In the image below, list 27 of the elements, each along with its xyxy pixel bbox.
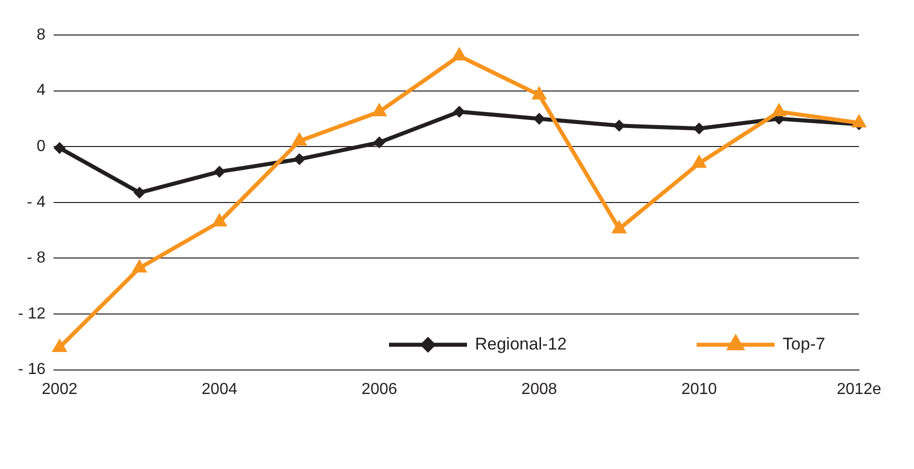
point — [533, 112, 546, 125]
point — [212, 212, 228, 226]
point — [373, 136, 386, 148]
legend-label: Regional-12 — [475, 334, 567, 354]
legend-label: Top-7 — [782, 334, 826, 354]
point — [52, 338, 68, 352]
x-tick-label: 2004 — [202, 380, 238, 398]
point — [213, 166, 226, 178]
point — [132, 258, 148, 272]
x-tick-label: 2012e — [836, 380, 882, 398]
x-tick-label: 2006 — [362, 380, 398, 398]
point — [453, 106, 466, 118]
y-tick-label: - 16 — [18, 361, 46, 378]
y-tick-label: - 12 — [18, 305, 46, 322]
y-tick-label: - 4 — [26, 194, 46, 211]
x-tick-label: 2010 — [681, 380, 718, 398]
y-tick-label: 8 — [36, 26, 46, 44]
y-tick-label: 0 — [36, 138, 46, 156]
point — [611, 220, 627, 234]
point — [134, 186, 146, 199]
x-tick-label: 2002 — [42, 380, 78, 398]
point — [54, 142, 66, 154]
x-tick-label: 2008 — [521, 380, 558, 398]
point — [693, 122, 706, 134]
y-tick-label: - 8 — [26, 250, 46, 267]
point — [293, 153, 306, 166]
y-tick-label: 4 — [36, 82, 46, 100]
